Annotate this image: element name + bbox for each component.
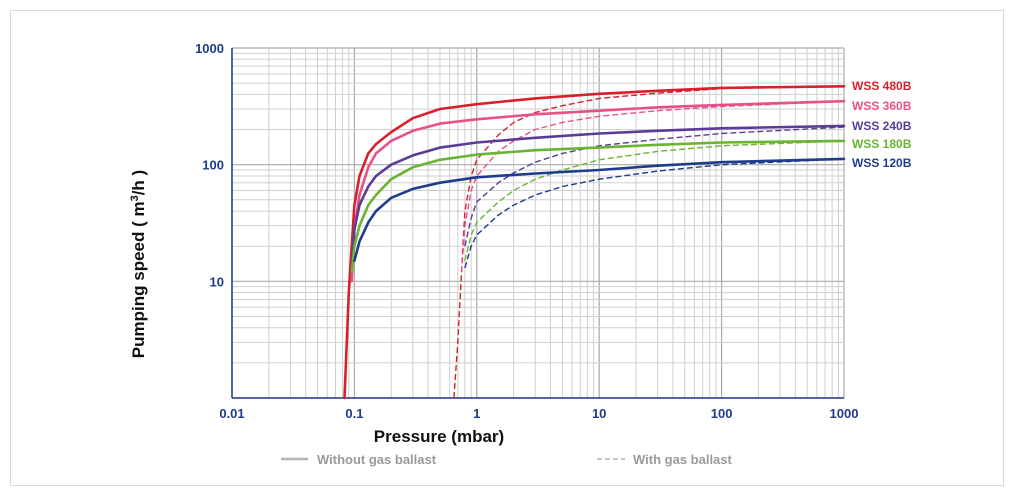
series-label: WSS 120B <box>852 156 912 170</box>
x-axis-label: Pressure (mbar) <box>374 427 504 446</box>
series-line-wss-240b-with-gas-ballast <box>464 126 845 247</box>
y-axis-label-end: /h ) <box>129 170 148 196</box>
x-tick-label: 10 <box>592 406 606 421</box>
series-label: WSS 360B <box>852 99 912 113</box>
series-line-wss-480b-without-gas-ballast <box>343 85 846 400</box>
series-line-wss-480b-with-gas-ballast <box>453 85 845 399</box>
series-line-wss-180b-with-gas-ballast <box>464 140 845 261</box>
series-label: WSS 240B <box>852 119 912 133</box>
legend-solid-label: Without gas ballast <box>317 452 437 467</box>
y-axis-label-main: Pumping speed ( m <box>129 201 148 358</box>
legend-dashed-label: With gas ballast <box>633 452 733 467</box>
series-line-wss-360b-with-gas-ballast <box>460 100 845 273</box>
x-tick-label: 0.01 <box>219 406 244 421</box>
axes <box>231 48 844 399</box>
series-line-wss-120b-with-gas-ballast <box>464 158 845 269</box>
y-axis-label: Pumping speed ( m3/h ) <box>129 170 148 358</box>
series-labels: WSS 480B WSS 360B WSS 240B WSS 180B WSS 120B <box>852 79 912 170</box>
y-tick-labels: 10 100 1000 <box>195 41 224 289</box>
grid <box>231 47 845 399</box>
y-axis-label-sup: 3 <box>129 195 141 201</box>
legend: Without gas ballast With gas ballast <box>281 452 733 467</box>
series-line-wss-240b-without-gas-ballast <box>350 124 846 274</box>
series-lines <box>343 85 846 400</box>
series-line-wss-360b-without-gas-ballast <box>350 99 846 283</box>
x-tick-label: 1000 <box>830 406 859 421</box>
x-tick-label: 1 <box>473 406 480 421</box>
y-tick-label: 100 <box>202 158 224 173</box>
series-label: WSS 180B <box>852 137 912 151</box>
series-line-wss-180b-without-gas-ballast <box>350 139 846 274</box>
y-tick-label: 10 <box>210 274 224 289</box>
x-tick-label: 0.1 <box>345 406 363 421</box>
series-label: WSS 480B <box>852 79 912 93</box>
y-tick-label: 1000 <box>195 41 224 56</box>
x-tick-labels: 0.01 0.1 1 10 100 1000 <box>219 406 858 421</box>
x-tick-label: 100 <box>711 406 733 421</box>
series-line-wss-120b-without-gas-ballast <box>353 157 846 263</box>
chart-frame: 0.01 0.1 1 10 100 1000 10 100 1000 WSS 480B WSS … <box>10 10 1004 486</box>
